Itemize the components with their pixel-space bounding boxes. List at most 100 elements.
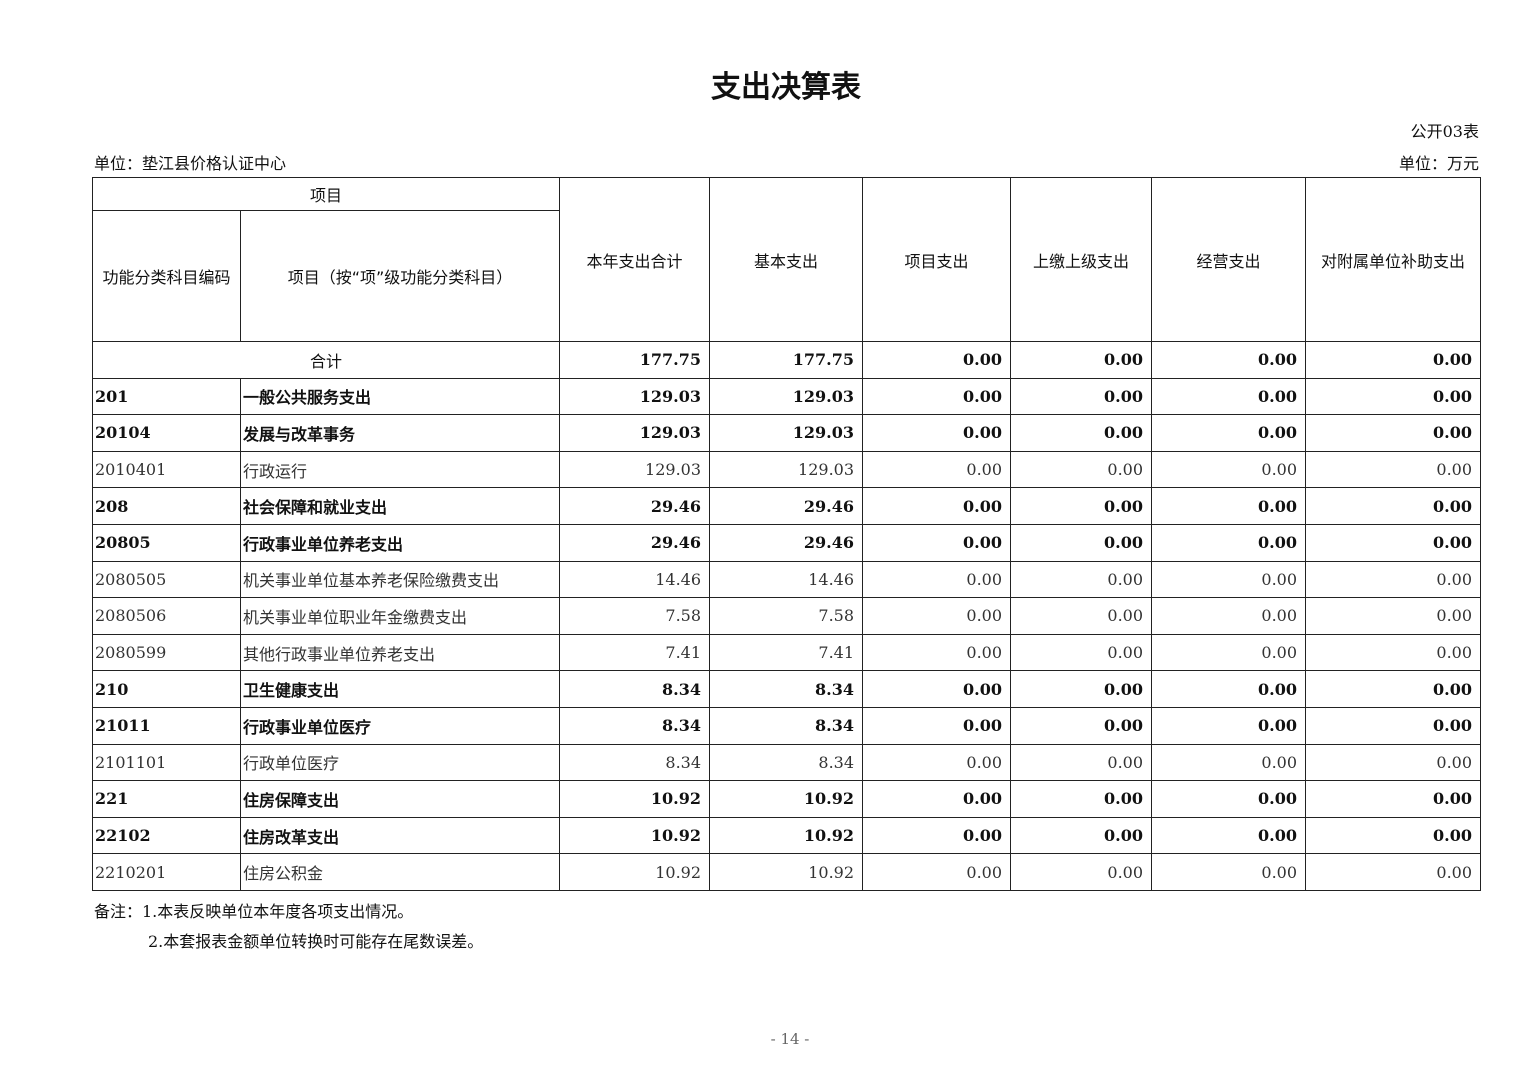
header-item-group: 项目 bbox=[91, 177, 561, 211]
code-cell: 2010401 bbox=[92, 450, 241, 489]
header-project: 项目支出 bbox=[862, 177, 1012, 342]
amount-cell: 0.00 bbox=[862, 450, 1012, 489]
amount-cell: 0.00 bbox=[862, 670, 1012, 708]
amount-cell: 29.46 bbox=[559, 523, 711, 562]
amount-cell: 0.00 bbox=[1151, 523, 1307, 562]
amount-cell: 0.00 bbox=[1010, 560, 1153, 599]
total-cell: 0.00 bbox=[1010, 341, 1153, 379]
amount-cell: 14.46 bbox=[559, 560, 711, 599]
amount-cell: 0.00 bbox=[1305, 853, 1482, 891]
item-name-cell: 行政事业单位养老支出 bbox=[239, 523, 561, 562]
amount-cell: 0.00 bbox=[862, 523, 1012, 562]
table-row: 2080506 机关事业单位职业年金缴费支出 7.58 7.58 0.00 0.00 0.0… bbox=[92, 597, 1482, 635]
item-name-cell: 住房保障支出 bbox=[239, 780, 561, 818]
header-upper: 上缴上级支出 bbox=[1010, 177, 1153, 342]
amount-cell: 129.03 bbox=[559, 414, 711, 452]
table-row: 2101101 行政单位医疗 8.34 8.34 0.00 0.00 0.00 0.00 bbox=[92, 743, 1482, 782]
amount-cell: 0.00 bbox=[1305, 487, 1482, 525]
amount-cell: 0.00 bbox=[1010, 816, 1153, 855]
amount-cell: 0.00 bbox=[1151, 597, 1307, 635]
code-cell: 201 bbox=[92, 377, 241, 416]
amount-cell: 0.00 bbox=[1305, 414, 1482, 452]
table-row: 201 一般公共服务支出 129.03 129.03 0.00 0.00 0.00 0.00 bbox=[92, 377, 1482, 416]
amount-cell: 0.00 bbox=[1305, 816, 1482, 855]
code-cell: 2080506 bbox=[92, 597, 241, 635]
amount-cell: 7.58 bbox=[709, 597, 864, 635]
amount-cell: 0.00 bbox=[1305, 523, 1482, 562]
amount-cell: 0.00 bbox=[1305, 597, 1482, 635]
item-name-cell: 行政运行 bbox=[239, 450, 561, 489]
item-name-cell: 机关事业单位基本养老保险缴费支出 bbox=[239, 560, 561, 599]
amount-cell: 0.00 bbox=[1010, 377, 1153, 416]
unit-name: 单位：垫江县价格认证中心 bbox=[94, 154, 287, 173]
code-cell: 2080505 bbox=[92, 560, 241, 599]
currency-unit: 单位：万元 bbox=[1398, 154, 1479, 173]
amount-cell: 0.00 bbox=[862, 377, 1012, 416]
amount-cell: 0.00 bbox=[862, 706, 1012, 745]
code-cell: 2080599 bbox=[92, 633, 241, 672]
item-name-cell: 行政事业单位医疗 bbox=[239, 706, 561, 745]
table-row: 2080599 其他行政事业单位养老支出 7.41 7.41 0.00 0.00 0.00 0… bbox=[92, 633, 1482, 672]
amount-cell: 14.46 bbox=[709, 560, 864, 599]
amount-cell: 10.92 bbox=[709, 853, 864, 891]
amount-cell: 0.00 bbox=[1010, 597, 1153, 635]
table-row: 20805 行政事业单位养老支出 29.46 29.46 0.00 0.00 0.00 0.0… bbox=[92, 523, 1482, 562]
total-cell: 0.00 bbox=[1305, 341, 1482, 379]
total-cell: 177.75 bbox=[709, 341, 864, 379]
amount-cell: 7.58 bbox=[559, 597, 711, 635]
code-cell: 221 bbox=[92, 780, 241, 818]
header-row: 项目 本年支出合计 基本支出 项目支出 上缴上级支出 经营支出 对附属单位补助支… bbox=[91, 177, 1482, 342]
code-cell: 208 bbox=[92, 487, 241, 525]
amount-cell: 0.00 bbox=[1151, 560, 1307, 599]
amount-cell: 0.00 bbox=[1010, 706, 1153, 745]
table-row: 221 住房保障支出 10.92 10.92 0.00 0.00 0.00 0.00 bbox=[92, 780, 1482, 818]
item-name-cell: 机关事业单位职业年金缴费支出 bbox=[239, 597, 561, 635]
amount-cell: 8.34 bbox=[559, 670, 711, 708]
header-item: 项目（按“项”级功能分类科目） bbox=[239, 210, 561, 342]
item-name-cell: 其他行政事业单位养老支出 bbox=[239, 633, 561, 672]
amount-cell: 0.00 bbox=[862, 414, 1012, 452]
amount-cell: 10.92 bbox=[559, 853, 711, 891]
expenditure-table: 项目 本年支出合计 基本支出 项目支出 上缴上级支出 经营支出 对附属单位补助支… bbox=[91, 177, 1482, 891]
amount-cell: 129.03 bbox=[709, 450, 864, 489]
amount-cell: 0.00 bbox=[1010, 670, 1153, 708]
amount-cell: 0.00 bbox=[1305, 706, 1482, 745]
code-cell: 20805 bbox=[92, 523, 241, 562]
amount-cell: 0.00 bbox=[1010, 450, 1153, 489]
code-cell: 210 bbox=[92, 670, 241, 708]
item-name-cell: 行政单位医疗 bbox=[239, 743, 561, 782]
amount-cell: 0.00 bbox=[1010, 487, 1153, 525]
item-name-cell: 一般公共服务支出 bbox=[239, 377, 561, 416]
table-row: 22102 住房改革支出 10.92 10.92 0.00 0.00 0.00 0.00 bbox=[92, 816, 1482, 855]
header-basic: 基本支出 bbox=[709, 177, 864, 342]
amount-cell: 0.00 bbox=[862, 487, 1012, 525]
amount-cell: 0.00 bbox=[862, 816, 1012, 855]
amount-cell: 0.00 bbox=[1151, 670, 1307, 708]
total-row: 合计 177.75 177.75 0.00 0.00 0.00 0.00 bbox=[91, 341, 1482, 379]
amount-cell: 0.00 bbox=[1151, 633, 1307, 672]
amount-cell: 129.03 bbox=[709, 377, 864, 416]
amount-cell: 0.00 bbox=[1151, 743, 1307, 782]
code-cell: 2101101 bbox=[92, 743, 241, 782]
amount-cell: 0.00 bbox=[1151, 487, 1307, 525]
amount-cell: 0.00 bbox=[1305, 670, 1482, 708]
item-name-cell: 住房公积金 bbox=[239, 853, 561, 891]
item-name-cell: 住房改革支出 bbox=[239, 816, 561, 855]
item-name-cell: 卫生健康支出 bbox=[239, 670, 561, 708]
amount-cell: 0.00 bbox=[862, 780, 1012, 818]
header-row: 功能分类科目编码 项目（按“项”级功能分类科目） bbox=[92, 210, 1481, 342]
total-cell: 177.75 bbox=[559, 341, 711, 379]
amount-cell: 8.34 bbox=[709, 706, 864, 745]
amount-cell: 0.00 bbox=[1305, 743, 1482, 782]
amount-cell: 0.00 bbox=[1151, 414, 1307, 452]
amount-cell: 0.00 bbox=[1151, 816, 1307, 855]
amount-cell: 129.03 bbox=[559, 450, 711, 489]
note-1: 备注：1.本表反映单位本年度各项支出情况。 bbox=[94, 902, 414, 921]
note-2: 2.本套报表金额单位转换时可能存在尾数误差。 bbox=[148, 932, 484, 951]
table-row: 2210201 住房公积金 10.92 10.92 0.00 0.00 0.00 0.00 bbox=[92, 853, 1482, 891]
amount-cell: 0.00 bbox=[1010, 633, 1153, 672]
code-cell: 20104 bbox=[92, 414, 241, 452]
amount-cell: 0.00 bbox=[862, 560, 1012, 599]
amount-cell: 10.92 bbox=[559, 816, 711, 855]
table-row: 2080505 机关事业单位基本养老保险缴费支出 14.46 14.46 0.00 0.0… bbox=[92, 560, 1482, 599]
